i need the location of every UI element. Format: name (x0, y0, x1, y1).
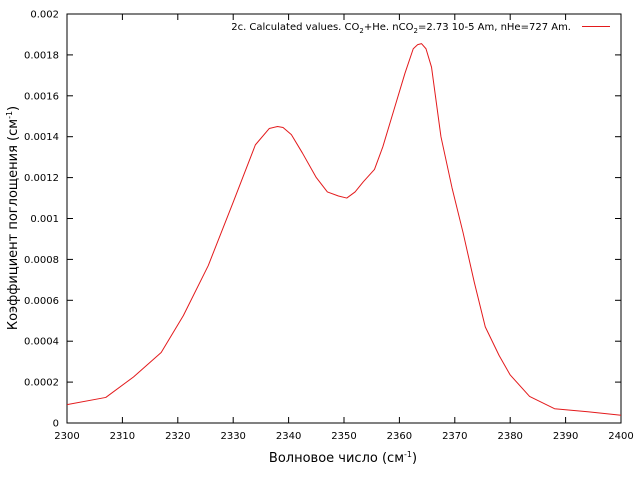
x-axis-label: Волновое число (см-1) (269, 450, 417, 466)
x-tick-label: 2310 (110, 431, 135, 442)
y-axis-ticks: 0 0.0002 0.0004 0.0006 0.0008 0.001 0.0012 0.00… (24, 10, 621, 430)
x-tick-label: 2320 (165, 431, 190, 442)
x-tick-label: 2340 (276, 431, 301, 442)
legend: 2c. Calculated values. CO2+He. nCO2=2.73… (231, 22, 610, 35)
x-tick-label: 2390 (553, 431, 578, 442)
x-tick-label: 2300 (54, 431, 79, 442)
y-tick-label: 0.001 (30, 214, 59, 225)
y-tick-label: 0.0002 (24, 378, 59, 389)
y-tick-label: 0.0008 (24, 255, 59, 266)
series-layer (66, 43, 622, 416)
x-tick-label: 2360 (387, 431, 412, 442)
y-tick-label: 0.0006 (24, 296, 59, 307)
x-axis-ticks: 2300 2310 2320 2330 2340 2350 2360 2370 2380 2390… (54, 14, 634, 442)
legend-entry-label: 2c. Calculated values. CO2+He. nCO2=2.73… (231, 22, 571, 35)
y-tick-label: 0 (53, 419, 59, 430)
y-axis-label: Коэффициент поглощения (см-1) (5, 106, 21, 330)
x-tick-label: 2330 (220, 431, 245, 442)
y-tick-label: 0.0016 (24, 91, 59, 102)
series-line (66, 43, 622, 416)
y-tick-label: 0.0012 (24, 173, 59, 184)
x-tick-label: 2370 (442, 431, 467, 442)
y-tick-label: 0.0014 (24, 132, 59, 143)
y-tick-label: 0.0004 (24, 337, 59, 348)
x-tick-label: 2350 (331, 431, 356, 442)
y-tick-label: 0.002 (30, 10, 59, 21)
x-tick-label: 2400 (608, 431, 633, 442)
x-tick-label: 2380 (497, 431, 522, 442)
y-tick-label: 0.0018 (24, 50, 59, 61)
